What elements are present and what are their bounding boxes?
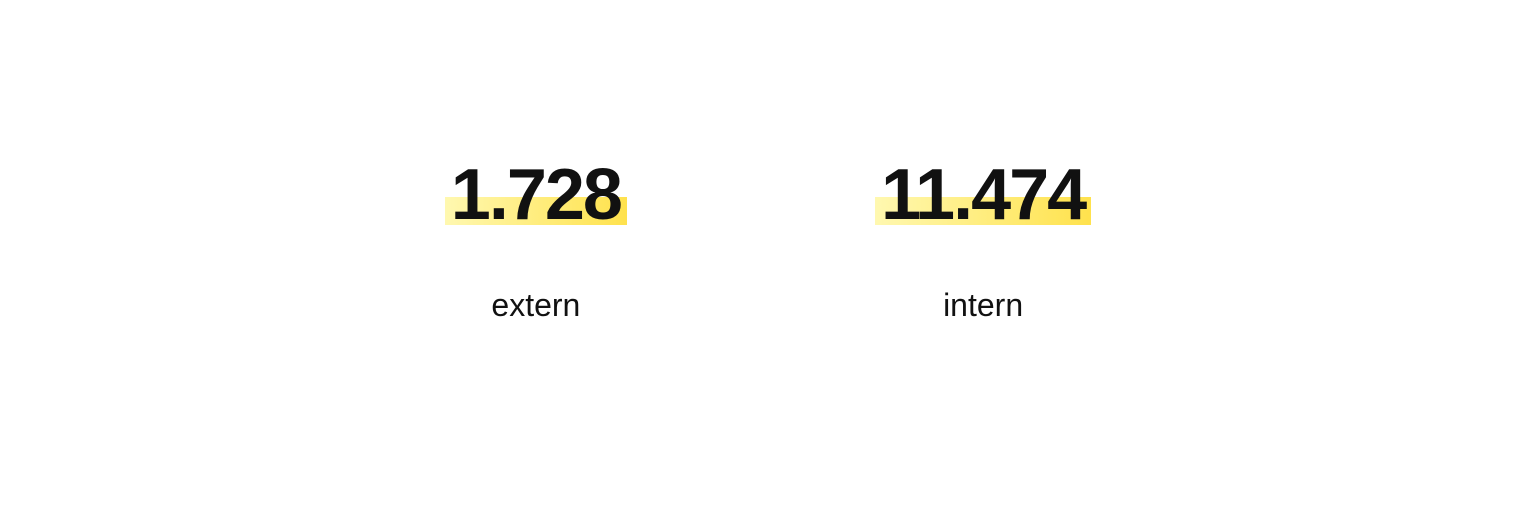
stat-intern-value: 11.474 — [881, 159, 1085, 231]
stat-intern-value-box: 11.474 — [881, 159, 1085, 231]
stat-extern: 1.728 extern — [451, 159, 621, 324]
stat-intern: 11.474 intern — [881, 159, 1085, 324]
stats-container: 1.728 extern 11.474 intern — [0, 0, 1536, 512]
stat-intern-label: intern — [943, 287, 1023, 324]
stat-extern-value-box: 1.728 — [451, 159, 621, 231]
stat-extern-label: extern — [491, 287, 580, 324]
stat-extern-value: 1.728 — [451, 159, 621, 231]
